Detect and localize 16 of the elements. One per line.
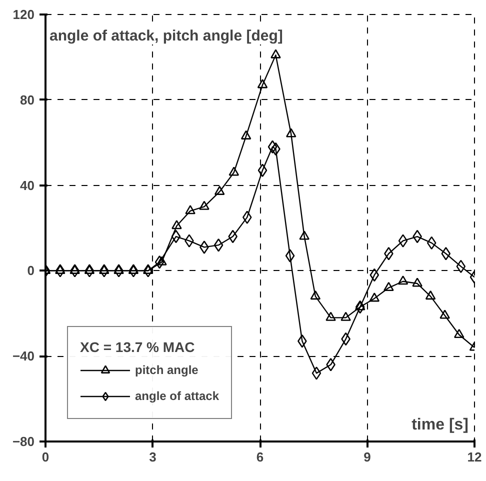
y-tick-label: −80 [12,434,35,449]
x-tick-label: 12 [467,450,482,464]
x-tick-label: 6 [256,450,264,464]
y-tick-label: −40 [12,348,35,364]
text: angle of attack, pitch angle [deg] [50,28,283,44]
legend-label: angle of attack [135,389,220,403]
y-tick-label: 80 [20,92,35,108]
legend-label: pitch angle [135,363,198,377]
x-tick-label: 9 [364,450,371,464]
x-tick-label: 0 [42,450,50,464]
x-axis-title: time [s] [412,416,469,434]
y-tick-label: 40 [20,178,35,193]
x-tick-label: 3 [149,450,156,464]
y-tick-label: 0 [27,263,35,278]
y-tick-label: 120 [12,7,35,22]
legend-title: XC = 13.7 % MAC [80,339,196,355]
